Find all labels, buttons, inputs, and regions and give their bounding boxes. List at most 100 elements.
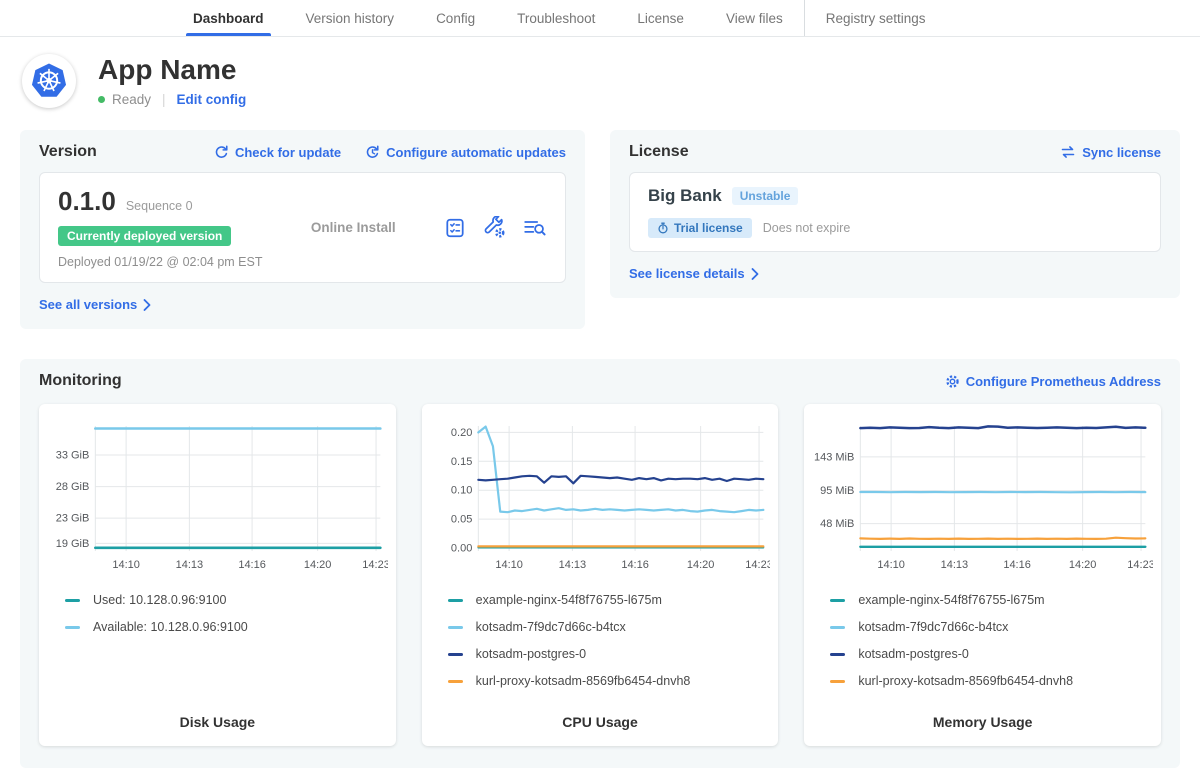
version-sequence: Sequence 0 [126,199,193,213]
svg-text:14:13: 14:13 [941,559,969,571]
legend-color-icon [448,680,463,683]
legend-label: kotsadm-postgres-0 [476,647,586,661]
top-nav: DashboardVersion historyConfigTroublesho… [0,0,1200,37]
cpu-usage-legend: example-nginx-54f8f76755-l675m kotsadm-7f… [448,593,771,688]
tab-registry-settings[interactable]: Registry settings [804,0,947,36]
svg-text:14:13: 14:13 [558,559,586,571]
svg-text:23 GiB: 23 GiB [56,513,90,525]
legend-item: kotsadm-7f9dc7d66c-b4tcx [830,620,1153,634]
legend-item: kotsadm-postgres-0 [830,647,1153,661]
legend-label: Used: 10.128.0.96:9100 [93,593,226,607]
legend-item: Available: 10.128.0.96:9100 [65,620,388,634]
svg-text:28 GiB: 28 GiB [56,481,90,493]
disk-usage-legend: Used: 10.128.0.96:9100 Available: 10.128.… [65,593,388,634]
legend-item: kurl-proxy-kotsadm-8569fb6454-dnvh8 [448,674,771,688]
svg-text:0.00: 0.00 [451,543,472,555]
see-all-versions-link[interactable]: See all versions [39,297,151,312]
svg-text:14:16: 14:16 [621,559,649,571]
tab-version-history[interactable]: Version history [285,0,416,36]
svg-text:14:16: 14:16 [1004,559,1032,571]
license-details-panel: Big Bank Unstable Trial license Does not… [629,172,1161,252]
channel-badge: Unstable [732,187,799,205]
svg-text:14:10: 14:10 [878,559,906,571]
disk-usage-title: Disk Usage [47,704,388,730]
ready-status-dot-icon [98,96,105,103]
legend-item: kotsadm-postgres-0 [448,647,771,661]
legend-color-icon [448,599,463,602]
legend-color-icon [830,599,845,602]
legend-label: kotsadm-7f9dc7d66c-b4tcx [858,620,1008,634]
sync-icon [1060,145,1076,159]
memory-usage-title: Memory Usage [812,704,1153,730]
svg-text:0.05: 0.05 [451,514,472,526]
app-logo [22,54,76,108]
version-number: 0.1.0 [58,186,116,217]
memory-usage-chart: 14:1014:1314:1614:2014:23143 MiB95 MiB48… [812,418,1153,578]
customer-name: Big Bank [648,186,722,206]
svg-text:0.20: 0.20 [451,427,472,439]
svg-text:14:23: 14:23 [745,559,770,571]
app-header: App Name Ready | Edit config [0,37,1200,120]
legend-item: Used: 10.128.0.96:9100 [65,593,388,607]
tab-config[interactable]: Config [415,0,496,36]
configure-prometheus-link[interactable]: Configure Prometheus Address [945,374,1161,389]
tab-troubleshoot[interactable]: Troubleshoot [496,0,616,36]
trial-license-badge: Trial license [648,218,752,238]
tab-dashboard[interactable]: Dashboard [172,0,285,36]
legend-color-icon [830,680,845,683]
legend-item: example-nginx-54f8f76755-l675m [830,593,1153,607]
legend-color-icon [65,599,80,602]
svg-text:48 MiB: 48 MiB [820,518,854,530]
memory-usage-legend: example-nginx-54f8f76755-l675m kotsadm-7f… [830,593,1153,688]
gear-icon [945,374,960,389]
legend-color-icon [448,653,463,656]
legend-label: kotsadm-7f9dc7d66c-b4tcx [476,620,626,634]
preflight-checks-icon[interactable] [444,217,466,239]
nav-tabs: DashboardVersion historyConfigTroublesho… [172,0,947,36]
svg-text:14:10: 14:10 [495,559,523,571]
version-card: Version Check for update Configure au [20,130,585,329]
license-card: License Sync license Big Bank Unstable [610,130,1180,298]
svg-text:14:16: 14:16 [238,559,266,571]
stopwatch-icon [657,222,669,234]
svg-text:14:20: 14:20 [687,559,715,571]
svg-text:14:13: 14:13 [176,559,204,571]
app-status: Ready [112,92,151,107]
legend-item: kurl-proxy-kotsadm-8569fb6454-dnvh8 [830,674,1153,688]
configure-automatic-updates-link[interactable]: Configure automatic updates [365,145,566,160]
tab-license[interactable]: License [616,0,705,36]
svg-text:14:20: 14:20 [1069,559,1097,571]
sync-license-link[interactable]: Sync license [1060,145,1161,160]
legend-label: kurl-proxy-kotsadm-8569fb6454-dnvh8 [858,674,1073,688]
view-logs-icon[interactable] [523,217,547,239]
legend-color-icon [448,626,463,629]
refresh-icon [214,145,229,160]
monitoring-title: Monitoring [39,372,122,390]
license-card-title: License [629,143,689,161]
svg-text:14:20: 14:20 [304,559,332,571]
see-license-details-link[interactable]: See license details [629,266,759,281]
svg-text:143 MiB: 143 MiB [814,451,854,463]
disk-usage-chart-card: 14:1014:1314:1614:2014:2333 GiB28 GiB23 … [39,404,396,746]
edit-config-link[interactable]: Edit config [177,92,247,107]
config-wrench-icon[interactable] [483,216,506,239]
memory-usage-chart-card: 14:1014:1314:1614:2014:23143 MiB95 MiB48… [804,404,1161,746]
charts-row: 14:1014:1314:1614:2014:2333 GiB28 GiB23 … [39,404,1161,746]
kubernetes-logo-icon [28,60,70,102]
cpu-usage-title: CPU Usage [430,704,771,730]
monitoring-card: Monitoring Configure Prometheus Address … [20,359,1180,768]
tab-view-files[interactable]: View files [705,0,804,36]
svg-text:14:23: 14:23 [1128,559,1153,571]
divider: | [162,92,166,107]
legend-item: example-nginx-54f8f76755-l675m [448,593,771,607]
chevron-right-icon [751,268,759,280]
clock-refresh-icon [365,145,380,160]
legend-label: kurl-proxy-kotsadm-8569fb6454-dnvh8 [476,674,691,688]
check-for-update-link[interactable]: Check for update [214,145,341,160]
cpu-usage-chart: 14:1014:1314:1614:2014:230.200.150.100.0… [430,418,771,578]
legend-label: Available: 10.128.0.96:9100 [93,620,248,634]
legend-label: example-nginx-54f8f76755-l675m [858,593,1044,607]
page-title: App Name [98,55,246,84]
svg-text:0.10: 0.10 [451,485,472,497]
version-card-title: Version [39,143,97,161]
